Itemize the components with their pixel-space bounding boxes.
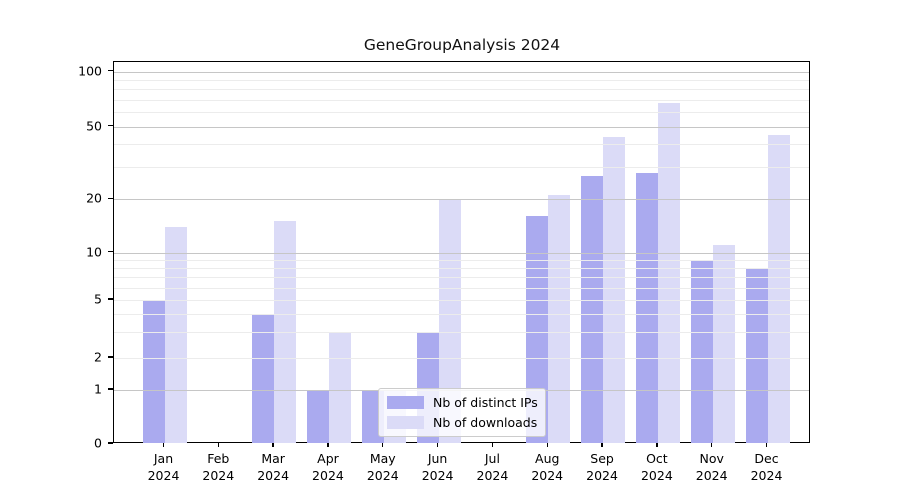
y-tick-mark-20 <box>108 197 113 199</box>
bar-downloads-apr-2024 <box>328 332 351 443</box>
x-tick-label-apr-2024: Apr 2024 <box>312 451 344 483</box>
x-tick-mark-may <box>382 443 384 447</box>
grid-line-y-100 <box>114 71 809 73</box>
y-tick-label-10: 10 <box>86 244 102 259</box>
y-tick-mark-2 <box>108 356 113 358</box>
bar-distinct-ips-apr-2024 <box>306 390 329 443</box>
plot-area <box>113 61 810 443</box>
bar-distinct-ips-sep-2024 <box>581 175 604 443</box>
grid-line-y-40 <box>114 144 809 146</box>
bar-distinct-ips-aug-2024 <box>526 216 549 443</box>
x-tick-label-dec-2024: Dec 2024 <box>750 451 783 483</box>
x-tick-label-jun-2024: Jun 2024 <box>421 451 454 483</box>
y-tick-mark-100 <box>108 70 113 72</box>
bar-distinct-ips-mar-2024 <box>252 314 275 443</box>
bar-downloads-dec-2024 <box>767 135 790 443</box>
y-tick-label-5: 5 <box>94 291 102 307</box>
bar-distinct-ips-dec-2024 <box>745 267 768 443</box>
y-tick-label-1: 1 <box>94 381 102 397</box>
grid-line-y-10 <box>114 252 809 254</box>
y-tick-label-0: 0 <box>94 435 102 451</box>
y-tick-mark-10 <box>108 250 113 253</box>
x-tick-mark-jan <box>162 443 165 447</box>
y-tick-mark-5 <box>108 298 113 300</box>
grid-line-y-5 <box>114 300 809 301</box>
bar-downloads-mar-2024 <box>274 221 297 443</box>
x-tick-label-mar-2024: Mar 2024 <box>257 451 290 483</box>
x-tick-label-sep-2024: Sep 2024 <box>586 451 618 483</box>
x-tick-mark-apr <box>327 443 329 447</box>
bar-downloads-sep-2024 <box>603 136 626 443</box>
bar-downloads-aug-2024 <box>548 195 571 443</box>
x-tick-mark-sep <box>601 443 603 447</box>
chart-title: GeneGroupAnalysis 2024 <box>363 36 561 54</box>
grid-line-y-60 <box>114 112 809 114</box>
x-tick-mark-nov <box>711 443 713 447</box>
y-tick-mark-0 <box>108 442 113 444</box>
y-tick-mark-50 <box>108 125 113 127</box>
x-tick-label-jul-2024: Jul 2024 <box>476 451 509 483</box>
x-tick-mark-aug <box>546 443 548 447</box>
x-tick-mark-dec <box>765 443 768 447</box>
grid-line-y-80 <box>114 89 809 91</box>
grid-line-y-4 <box>114 314 809 316</box>
x-tick-label-oct-2024: Oct 2024 <box>640 451 673 483</box>
legend: Nb of distinct IPs Nb of downloads <box>378 388 546 437</box>
y-tick-mark-1 <box>108 388 113 390</box>
grid-line-y-7 <box>114 276 809 278</box>
grid-line-y-9 <box>114 259 809 261</box>
y-tick-label-50: 50 <box>86 118 102 134</box>
y-tick-label-100: 100 <box>78 63 102 79</box>
grid-line-y-20 <box>114 199 809 201</box>
grid-line-y-2 <box>114 358 809 359</box>
x-tick-mark-oct <box>656 443 658 447</box>
grid-line-y-3 <box>114 332 809 334</box>
x-tick-label-jan-2024: Jan 2024 <box>147 451 180 483</box>
grid-line-y-8 <box>114 267 809 269</box>
legend-swatch-distinct-ips <box>387 396 424 409</box>
x-tick-label-aug-2024: Aug 2024 <box>531 451 564 483</box>
legend-label-distinct-ips: Nb of distinct IPs <box>433 395 538 410</box>
x-tick-mark-jun <box>436 443 439 447</box>
grid-line-y-90 <box>114 80 809 82</box>
bar-downloads-oct-2024 <box>657 103 680 443</box>
grid-line-y-50 <box>114 126 809 128</box>
bar-distinct-ips-oct-2024 <box>635 172 658 443</box>
bar-distinct-ips-nov-2024 <box>690 259 713 443</box>
y-tick-label-20: 20 <box>86 190 102 206</box>
grid-line-y-30 <box>114 167 809 169</box>
x-tick-label-may-2024: May 2024 <box>366 451 399 483</box>
bar-downloads-nov-2024 <box>712 245 735 443</box>
x-tick-mark-mar <box>272 443 274 447</box>
grid-line-y-6 <box>114 287 809 289</box>
grid-line-y-70 <box>114 100 809 101</box>
y-tick-label-2: 2 <box>94 349 102 365</box>
legend-label-downloads: Nb of downloads <box>433 415 538 430</box>
bar-downloads-jan-2024 <box>164 226 187 443</box>
x-tick-mark-jul <box>491 443 494 447</box>
x-tick-label-feb-2024: Feb 2024 <box>202 451 235 483</box>
legend-item-downloads: Nb of downloads <box>387 415 537 430</box>
x-tick-label-nov-2024: Nov 2024 <box>695 451 728 483</box>
legend-item-distinct-ips: Nb of distinct IPs <box>387 395 538 410</box>
legend-swatch-downloads <box>387 416 424 429</box>
x-tick-mark-feb <box>217 443 219 447</box>
bar-distinct-ips-jan-2024 <box>142 300 165 443</box>
